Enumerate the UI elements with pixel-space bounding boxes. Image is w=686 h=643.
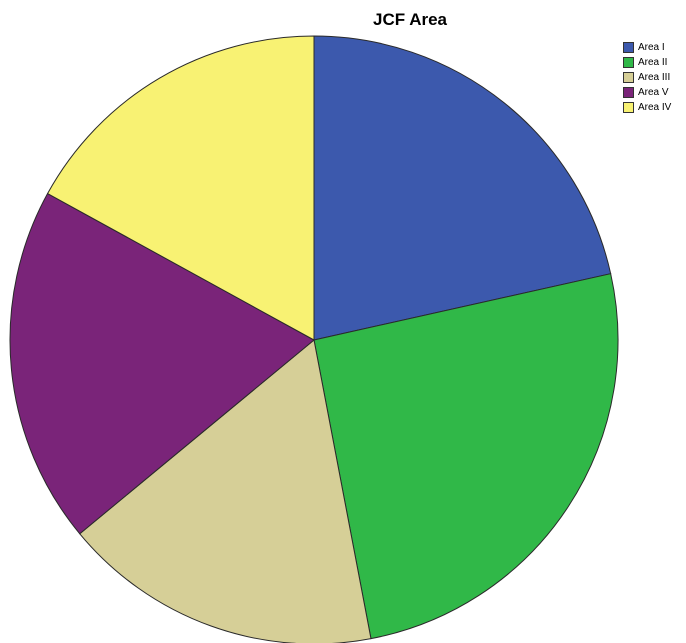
pie-slice-3: [79, 339, 372, 643]
legend-label: Area V: [638, 87, 669, 98]
pie-slice-5: [46, 35, 315, 341]
legend-item-2: Area II: [623, 55, 671, 70]
chart-title: JCF Area: [372, 10, 447, 29]
legend-label: Area II: [638, 57, 668, 68]
pie-slice-4: [9, 192, 315, 535]
legend-item-5: Area IV: [623, 100, 671, 115]
legend-item-3: Area III: [623, 70, 671, 85]
chart-legend: Area I Area II Area III Area V Area IV: [623, 40, 671, 115]
legend-label: Area IV: [638, 102, 672, 113]
legend-label: Area III: [638, 72, 671, 83]
pie-slice-1: [313, 35, 612, 341]
legend-swatch: [623, 102, 634, 113]
legend-label: Area I: [638, 42, 665, 53]
legend-swatch: [623, 72, 634, 83]
pie-slice-2: [313, 273, 619, 640]
legend-item-4: Area V: [623, 85, 671, 100]
legend-swatch: [623, 87, 634, 98]
legend-swatch: [623, 57, 634, 68]
legend-swatch: [623, 42, 634, 53]
legend-item-1: Area I: [623, 40, 671, 55]
